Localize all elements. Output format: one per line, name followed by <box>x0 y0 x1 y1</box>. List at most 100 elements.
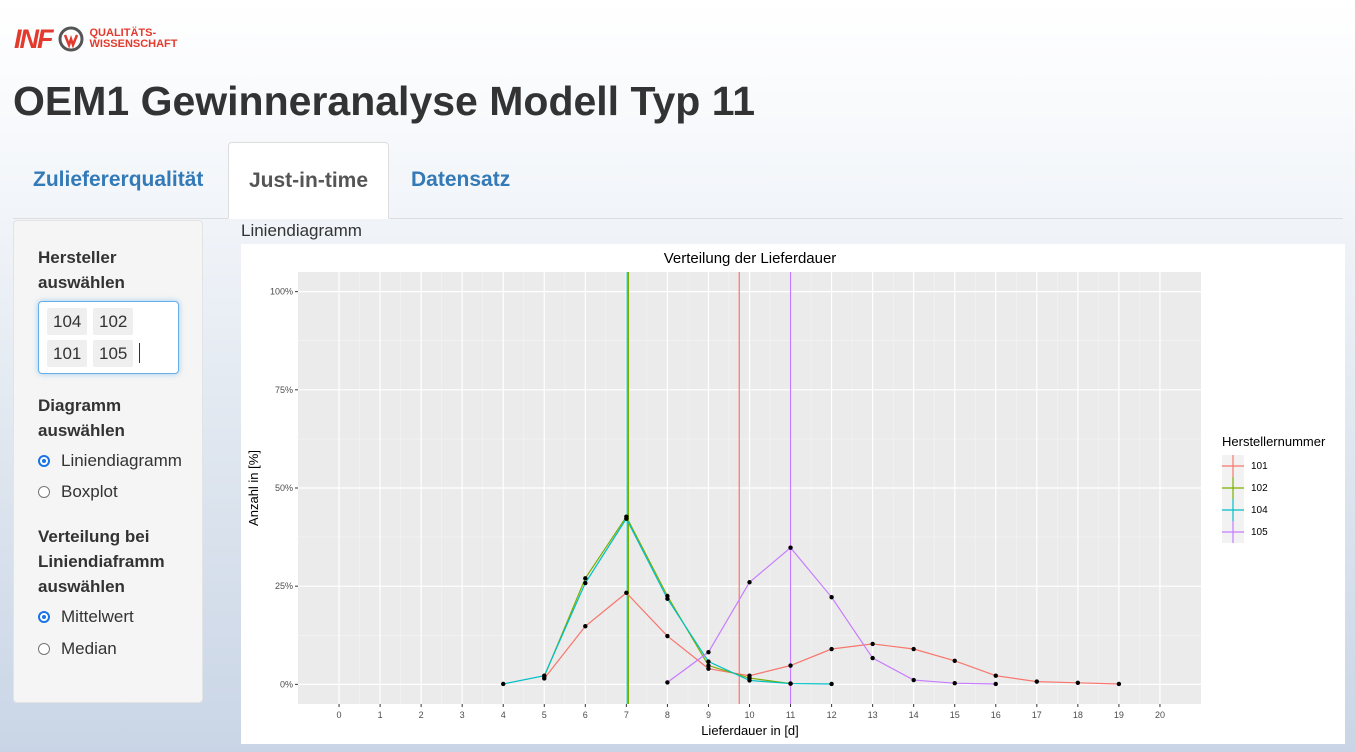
data-point-101 <box>706 666 711 671</box>
data-point-105 <box>706 649 711 655</box>
x-axis-label: Lieferdauer in [d] <box>701 723 799 738</box>
logo-text: QUALITÄTS- WISSENSCHAFT <box>90 28 178 50</box>
tab-datensatz[interactable]: Datensatz <box>411 168 511 191</box>
x-tick-label: 15 <box>950 710 960 720</box>
y-tick-label: 75% <box>275 385 293 395</box>
radio-button[interactable] <box>38 611 50 623</box>
data-point-101 <box>665 633 670 639</box>
data-point-104 <box>788 681 793 686</box>
legend-title: Herstellernummer <box>1222 434 1326 449</box>
data-point-101 <box>788 663 793 668</box>
radio-button[interactable] <box>38 643 50 655</box>
selected-chip[interactable]: 102 <box>93 308 134 335</box>
x-tick-label: 10 <box>744 710 754 720</box>
data-point-101 <box>870 641 875 647</box>
data-point-105 <box>870 655 875 661</box>
data-point-104 <box>624 516 629 521</box>
line-chart: Verteilung der Lieferdauer 0 1 2 3 4 5 6 7 8 9 10 1… <box>246 250 1326 738</box>
selected-chip[interactable]: 101 <box>47 340 88 367</box>
hersteller-label-line2: auswählen <box>38 273 125 292</box>
data-point-104 <box>542 673 547 678</box>
data-point-101 <box>952 658 957 663</box>
tab-just-in-time[interactable]: Just-in-time <box>228 142 390 219</box>
page-title: OEM1 Gewinneranalyse Modell Typ 11 <box>13 78 756 124</box>
data-point-101 <box>993 673 998 678</box>
data-point-101 <box>1034 679 1040 684</box>
hersteller-multiselect[interactable]: 104 102 101 105 <box>38 301 179 374</box>
logo-brand: INF <box>14 23 53 54</box>
x-tick-label: 9 <box>706 710 711 720</box>
x-tick-label: 7 <box>624 710 629 720</box>
x-tick-label: 13 <box>868 710 878 720</box>
tab-zuliefererqualitaet[interactable]: Zuliefererqualität <box>33 168 204 191</box>
data-point-101 <box>1116 681 1122 687</box>
data-point-104 <box>665 596 670 601</box>
y-tick-label: 25% <box>275 581 293 591</box>
data-point-105 <box>829 594 834 600</box>
data-point-101 <box>1075 680 1081 685</box>
mean-lines <box>626 272 792 704</box>
x-tick-label: 14 <box>909 710 919 720</box>
verteilung-label-line2: Liniendiaframm <box>38 552 165 571</box>
x-axis-ticks: 0 1 2 3 4 5 6 7 8 9 10 11 12 13 14 15 16 17 18 19 20 <box>337 704 1165 720</box>
y-tick-label: 100% <box>270 287 293 297</box>
y-axis-label: Anzahl in [%] <box>246 450 261 526</box>
selected-chip[interactable]: 104 <box>47 308 88 335</box>
x-tick-label: 16 <box>991 710 1001 720</box>
logo-line2: WISSENSCHAFT <box>89 38 178 50</box>
radio-button[interactable] <box>38 455 50 467</box>
x-tick-label: 12 <box>827 710 837 720</box>
data-point-105 <box>788 545 793 550</box>
radio-label: Liniendiagramm <box>61 451 182 470</box>
y-tick-label: 50% <box>275 483 293 493</box>
hersteller-label: Hersteller auswählen <box>38 245 125 295</box>
selected-chip[interactable]: 105 <box>93 340 134 367</box>
x-tick-label: 2 <box>419 710 424 720</box>
hersteller-label-line1: Hersteller <box>38 248 117 267</box>
x-tick-label: 1 <box>378 710 383 720</box>
data-point-101 <box>624 590 629 596</box>
radio-button[interactable] <box>38 486 50 498</box>
radio-mittelwert[interactable]: Mittelwert <box>38 606 134 628</box>
data-point-104 <box>829 681 834 687</box>
x-tick-label: 17 <box>1032 710 1042 720</box>
x-tick-label: 20 <box>1155 710 1165 720</box>
data-point-105 <box>747 580 752 585</box>
radio-label: Mittelwert <box>61 607 134 626</box>
y-axis-ticks: 0% 25% 50% 75% 100% <box>270 287 298 689</box>
plot-section-label: Liniendiagramm <box>241 221 362 240</box>
radio-label: Median <box>61 639 117 658</box>
data-point-101 <box>829 646 834 652</box>
data-point-101 <box>583 624 588 629</box>
chart-title: Verteilung der Lieferdauer <box>664 250 837 267</box>
x-tick-label: 5 <box>542 710 547 720</box>
logo-line1: QUALITÄTS- <box>89 27 157 39</box>
radio-liniendiagramm[interactable]: Liniendiagramm <box>38 450 182 472</box>
major-grid <box>298 272 1201 704</box>
logo: INF QUALITÄTS- WISSENSCHAFT <box>14 24 178 54</box>
sidebar-panel: Hersteller auswählen 104 102 101 105 Dia… <box>13 220 203 703</box>
series-points <box>501 514 1122 687</box>
data-point-104 <box>583 580 588 586</box>
data-point-104 <box>747 678 752 683</box>
data-point-104 <box>706 659 711 664</box>
radio-boxplot[interactable]: Boxplot <box>38 481 118 503</box>
data-point-105 <box>911 677 916 683</box>
radio-label: Boxplot <box>61 482 118 501</box>
data-point-105 <box>665 680 670 685</box>
legend-label-102: 102 <box>1251 483 1268 494</box>
verteilung-label-line1: Verteilung bei <box>38 527 150 546</box>
legend-label-105: 105 <box>1251 527 1268 538</box>
verteilung-label: Verteilung bei Liniendiaframm auswählen <box>38 524 165 599</box>
x-tick-label: 0 <box>337 710 342 720</box>
x-tick-label: 6 <box>583 710 588 720</box>
seal-icon <box>58 26 83 52</box>
data-point-101 <box>911 646 916 652</box>
diagramm-label-line1: Diagramm <box>38 396 122 415</box>
x-tick-label: 8 <box>665 710 670 720</box>
x-tick-label: 11 <box>786 710 795 720</box>
data-point-104 <box>501 681 506 687</box>
x-tick-label: 19 <box>1114 710 1124 720</box>
legend: 101 102 104 105 <box>1222 455 1268 543</box>
radio-median[interactable]: Median <box>38 638 117 660</box>
